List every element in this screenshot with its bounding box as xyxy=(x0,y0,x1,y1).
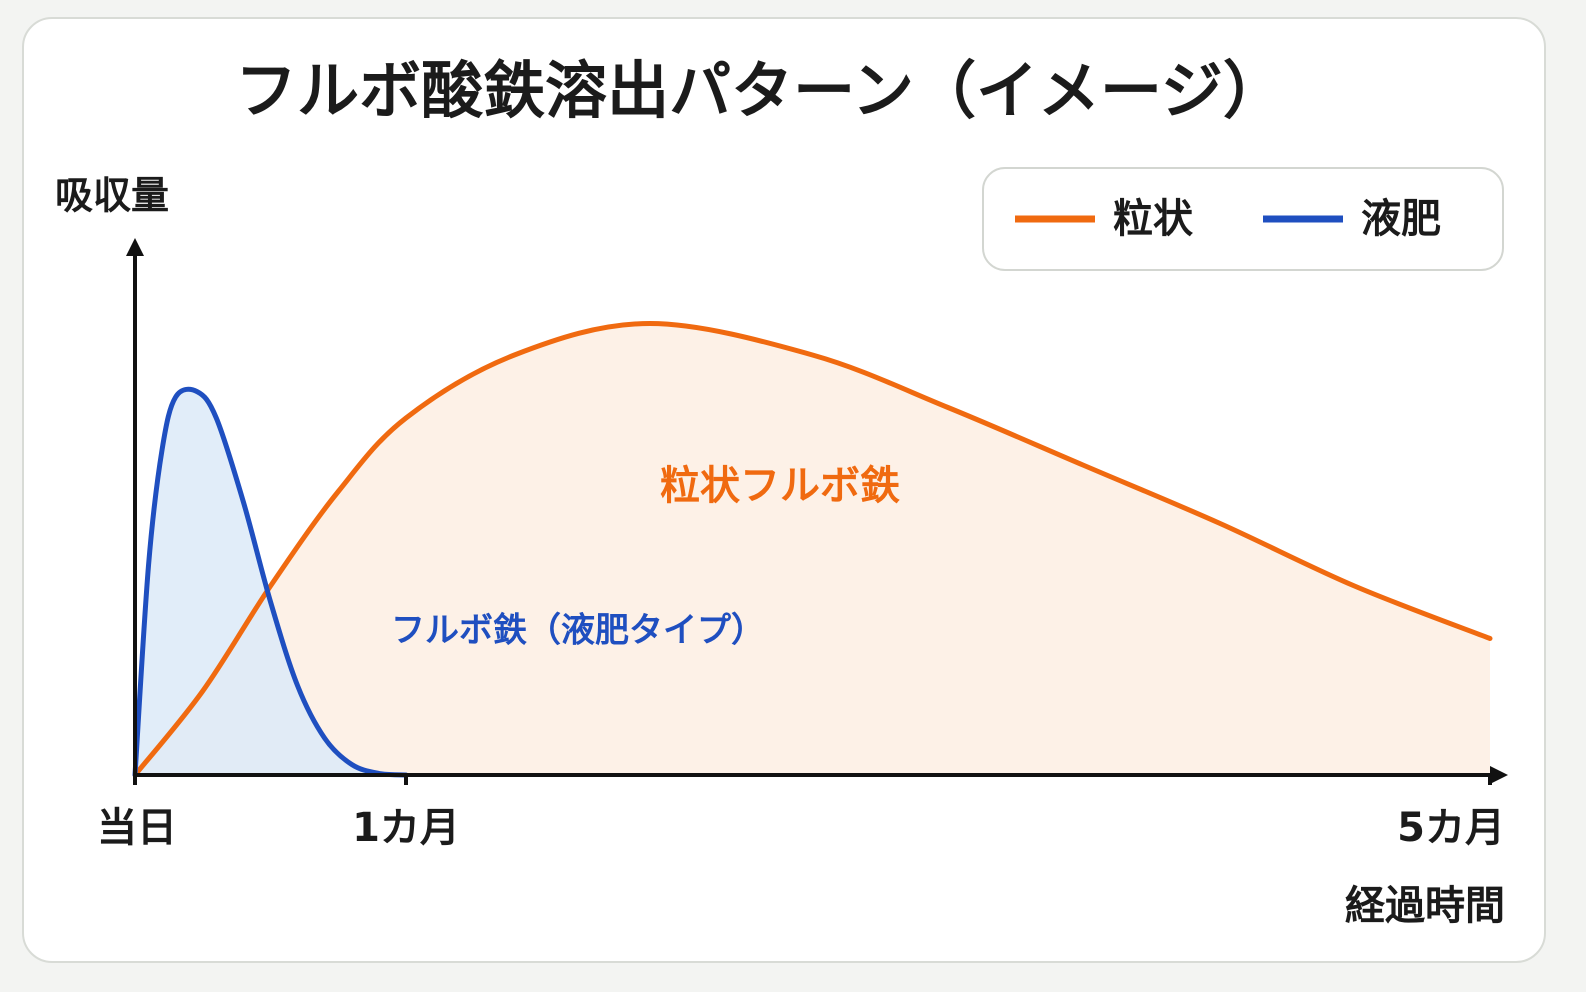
x-tick-label: 5カ月 xyxy=(1397,805,1505,851)
legend-box xyxy=(982,167,1504,271)
x-tick-label: 当日 xyxy=(97,805,177,851)
annotation: フルボ鉄（液肥タイプ） xyxy=(391,611,765,651)
area xyxy=(135,389,406,775)
x-axis-arrow xyxy=(1490,766,1508,784)
legend: 粒状 液肥 xyxy=(982,167,1504,271)
line xyxy=(132,320,1493,778)
legend-label: 粒状 xyxy=(1113,196,1194,242)
annotation: 粒状フルボ鉄 xyxy=(660,463,900,509)
legend-label: 液肥 xyxy=(1361,196,1441,242)
area xyxy=(135,323,1490,775)
y-axis-arrow xyxy=(126,238,144,256)
x-tick-label: 1カ月 xyxy=(352,805,460,851)
y-axis-label: 吸収量 xyxy=(55,174,169,218)
x-axis-label: 経過時間 xyxy=(1345,883,1505,929)
chart-title: フルボ酸鉄溶出パターン（イメージ） xyxy=(235,54,1285,127)
line xyxy=(132,386,409,778)
